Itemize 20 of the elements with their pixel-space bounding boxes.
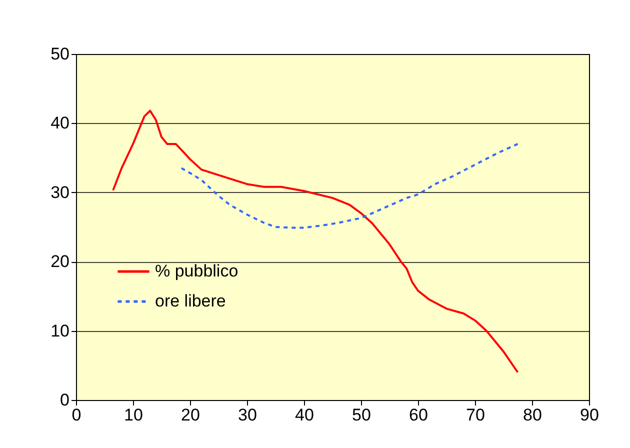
line-series — [112, 110, 519, 374]
x-tick-label: 0 — [72, 406, 82, 424]
x-tick-label: 70 — [466, 406, 485, 424]
legend-label: % pubblico — [155, 262, 238, 280]
y-tick-label: 40 — [50, 114, 70, 133]
y-tick-label: 20 — [50, 252, 70, 272]
x-tick-label: 40 — [295, 406, 314, 424]
x-tick-label: 30 — [238, 406, 257, 424]
y-tick-label: 50 — [50, 44, 70, 64]
x-tick-label: 90 — [580, 406, 599, 424]
y-tick-label: 0 — [60, 390, 70, 410]
x-tick-label: 50 — [352, 406, 371, 424]
line-series — [180, 142, 519, 229]
y-tick-label: 10 — [50, 321, 70, 340]
legend-label: ore libere — [155, 292, 226, 310]
y-tick-label: 30 — [50, 182, 70, 202]
x-tick-label: 80 — [523, 406, 542, 424]
x-tick-label: 20 — [181, 406, 200, 424]
x-tick-label: 60 — [409, 406, 428, 424]
x-tick-label: 10 — [124, 406, 143, 424]
